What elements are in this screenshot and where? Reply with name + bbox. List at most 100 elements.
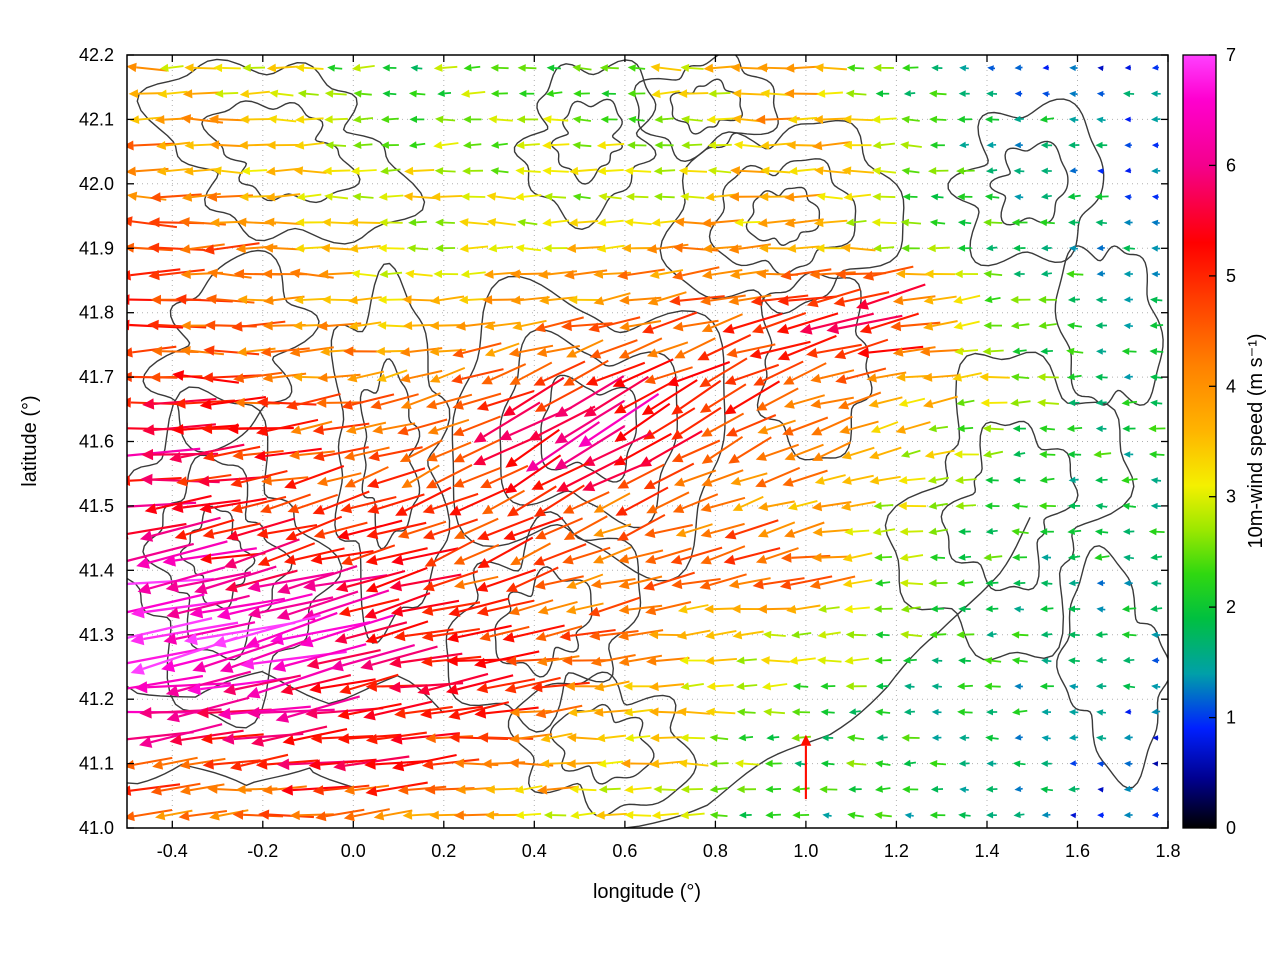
wind-arrow [551, 118, 569, 122]
wind-arrow [127, 674, 204, 690]
wind-arrow [964, 581, 974, 584]
wind-arrow [823, 66, 847, 71]
wind-arrow [632, 221, 652, 226]
wind-arrow [1047, 272, 1053, 275]
wind-arrow [249, 169, 268, 172]
wind-arrow [881, 504, 894, 507]
wind-arrow [267, 542, 316, 563]
wind-arrow [626, 513, 666, 537]
wind-arrow [907, 582, 924, 586]
wind-arrow [349, 598, 400, 613]
wind-arrow [849, 500, 876, 508]
wind-arrow [821, 555, 852, 559]
wind-arrow [360, 117, 374, 121]
wind-arrow [432, 601, 481, 612]
wind-arrow [936, 92, 947, 96]
wind-arrow [377, 493, 425, 510]
wind-arrow [823, 474, 846, 482]
wind-arrow [576, 709, 601, 714]
wind-arrow [489, 625, 530, 638]
svg-text:0.0: 0.0 [341, 841, 366, 861]
wind-arrow [211, 733, 264, 740]
wind-arrow [1102, 505, 1108, 508]
wind-arrow [359, 169, 377, 172]
wind-arrow [513, 516, 564, 537]
wind-arrow [355, 421, 387, 431]
wind-arrow [910, 761, 917, 765]
wind-arrow [515, 485, 557, 512]
wind-arrow [549, 732, 573, 740]
wind-arrow [1046, 427, 1055, 431]
wind-arrow [325, 808, 365, 818]
wind-arrow [793, 394, 825, 406]
wind-arrow [909, 170, 920, 174]
wind-arrow [401, 599, 460, 613]
wind-arrow [627, 549, 664, 560]
wind-arrow [875, 371, 907, 379]
wind-arrow [245, 787, 278, 791]
wind-arrow [400, 573, 462, 587]
wind-arrow [304, 193, 322, 198]
wind-arrow [706, 333, 752, 357]
wind-arrow [599, 629, 639, 637]
wind-arrow [787, 312, 839, 330]
wind-arrow-layer [127, 62, 1166, 822]
wind-arrow [799, 787, 810, 791]
wind-arrow [688, 736, 705, 740]
wind-arrow [907, 530, 924, 533]
colorbar [1183, 55, 1216, 828]
wind-arrow [681, 439, 721, 459]
wind-arrow [442, 65, 458, 69]
wind-arrow [603, 709, 631, 714]
wind-arrow [580, 144, 592, 148]
wind-arrow [294, 547, 345, 561]
wind-arrow [824, 195, 843, 200]
wind-arrow [162, 756, 198, 766]
wind-arrow [259, 708, 335, 714]
wind-arrow [462, 415, 501, 433]
wind-arrow [165, 167, 190, 173]
wind-arrow [374, 592, 431, 615]
wind-arrow [173, 643, 260, 668]
wind-arrow [769, 169, 791, 174]
wind-arrow [438, 366, 466, 380]
wind-arrow [346, 569, 406, 588]
wind-arrow [936, 633, 947, 636]
wind-arrow [205, 565, 277, 590]
wind-arrow [682, 493, 719, 510]
wind-arrow [790, 268, 832, 277]
wind-arrow [303, 117, 324, 121]
wind-arrow [1018, 531, 1029, 534]
wind-arrow [602, 292, 631, 302]
wind-arrow [851, 193, 872, 198]
wind-arrow [821, 141, 851, 147]
wind-arrow [513, 624, 565, 639]
wind-arrow [845, 367, 887, 380]
wind-arrow [178, 594, 250, 615]
contour-ring [550, 98, 623, 185]
svg-text:41.4: 41.4 [79, 560, 114, 580]
wind-arrow [801, 763, 806, 766]
wind-arrow [605, 244, 625, 250]
wind-arrow [851, 552, 873, 559]
wind-arrow [963, 399, 975, 404]
wind-arrow [435, 441, 472, 458]
wind-arrow [762, 360, 804, 382]
wind-arrow [564, 399, 625, 439]
wind-arrow [992, 196, 1000, 199]
wind-arrow [432, 492, 479, 510]
wind-arrow [688, 682, 704, 688]
wind-arrow [686, 604, 709, 611]
wind-arrow [274, 193, 301, 198]
wind-arrow [991, 221, 1003, 224]
wind-arrow [936, 118, 947, 121]
wind-arrow [739, 169, 769, 174]
wind-arrow [297, 493, 339, 510]
wind-arrow [851, 118, 873, 122]
wind-arrow [127, 542, 194, 563]
wind-arrow [151, 516, 221, 538]
contour-ring [669, 78, 743, 135]
wind-arrow [320, 678, 376, 690]
wind-arrow [820, 396, 854, 405]
wind-arrow [524, 143, 540, 147]
